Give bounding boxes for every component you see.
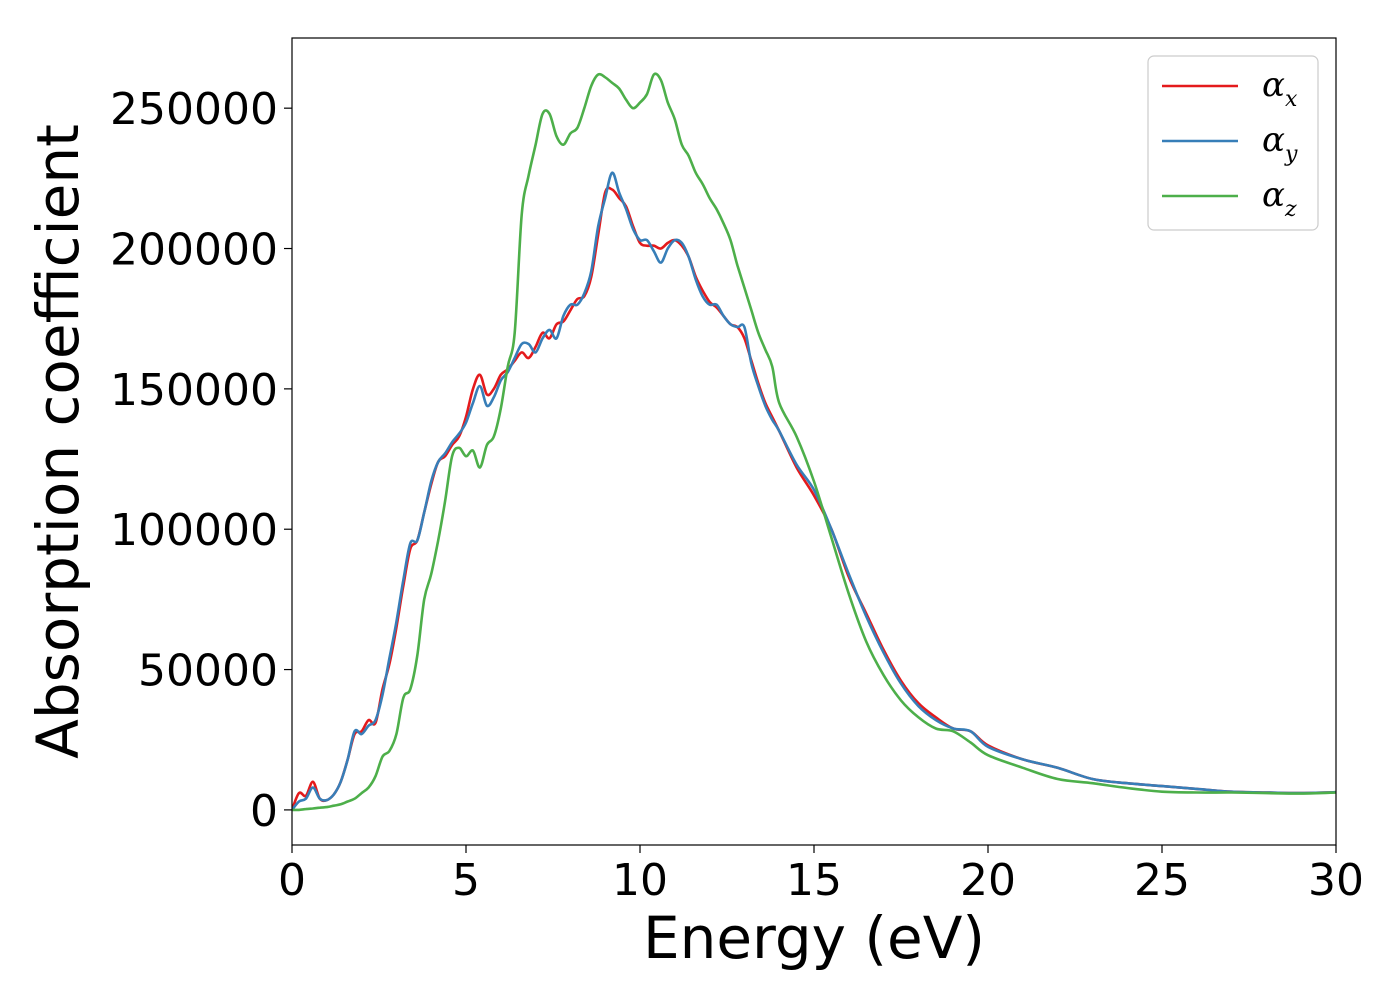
y-axis-title: Absorption coefficient — [24, 124, 92, 759]
x-tick-label: 30 — [1308, 855, 1364, 906]
legend-label-x: αx — [1262, 65, 1298, 112]
legend: αx αy αz — [1147, 55, 1319, 231]
x-tick-label: 15 — [786, 855, 842, 906]
legend-label-y: αy — [1262, 120, 1298, 167]
series-layer — [292, 72, 1336, 812]
y-tick-label: 150000 — [110, 365, 278, 416]
y-tick-label: 200000 — [110, 225, 278, 276]
series-line-y — [292, 171, 1336, 811]
y-tick-label: 50000 — [138, 646, 278, 697]
x-tick-label: 0 — [278, 855, 306, 906]
y-tick-label: 100000 — [110, 505, 278, 556]
series-line-z — [292, 72, 1336, 812]
x-tick-label: 5 — [452, 855, 480, 906]
y-axis: 0 50000 100000 150000 200000 250000 — [110, 84, 292, 837]
x-tick-label: 25 — [1134, 855, 1190, 906]
series-line-x — [292, 186, 1336, 811]
x-axis-title: Energy (eV) — [643, 904, 985, 972]
x-tick-label: 20 — [960, 855, 1016, 906]
y-tick-label: 250000 — [110, 84, 278, 135]
x-tick-label: 10 — [612, 855, 668, 906]
y-tick-label: 0 — [250, 786, 278, 837]
x-axis: 0 5 10 15 20 25 30 — [278, 845, 1364, 906]
legend-box — [1147, 55, 1319, 231]
legend-label-z: αz — [1262, 175, 1297, 222]
